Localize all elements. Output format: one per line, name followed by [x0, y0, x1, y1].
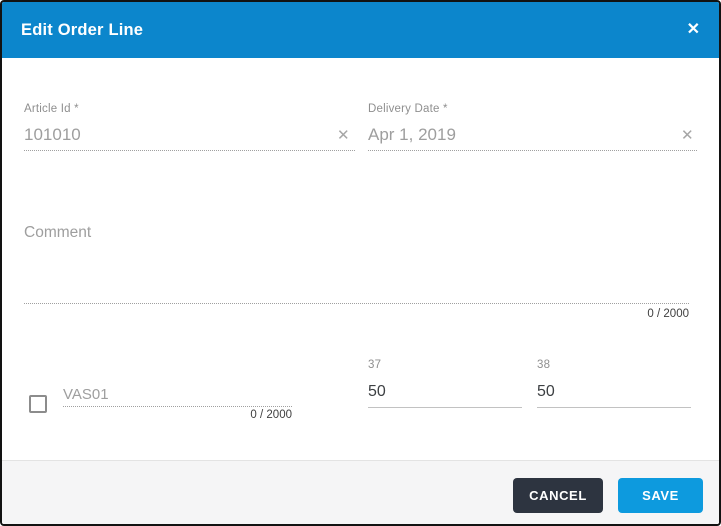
vas-input[interactable]: [63, 383, 292, 407]
size-37-input[interactable]: [368, 376, 522, 408]
article-id-input[interactable]: [24, 120, 355, 151]
dialog-header: Edit Order Line ✕: [2, 2, 719, 58]
article-id-label: Article Id *: [24, 103, 79, 115]
dialog-footer: CANCEL SAVE: [2, 460, 719, 524]
save-button[interactable]: SAVE: [618, 478, 703, 513]
close-icon[interactable]: ✕: [686, 21, 700, 38]
vas-char-counter: 0 / 2000: [250, 409, 292, 421]
dialog-title: Edit Order Line: [21, 21, 144, 39]
comment-char-counter: 0 / 2000: [647, 308, 689, 320]
vas-checkbox[interactable]: [29, 395, 47, 413]
comment-textarea[interactable]: [24, 224, 689, 304]
size-38-label: 38: [537, 359, 551, 371]
delivery-date-clear-icon[interactable]: ✕: [681, 127, 694, 144]
size-37-label: 37: [368, 359, 382, 371]
delivery-date-input[interactable]: [368, 120, 697, 151]
size-38-input[interactable]: [537, 376, 691, 408]
cancel-button[interactable]: CANCEL: [513, 478, 603, 513]
delivery-date-label: Delivery Date *: [368, 103, 448, 115]
article-id-clear-icon[interactable]: ✕: [337, 127, 350, 144]
